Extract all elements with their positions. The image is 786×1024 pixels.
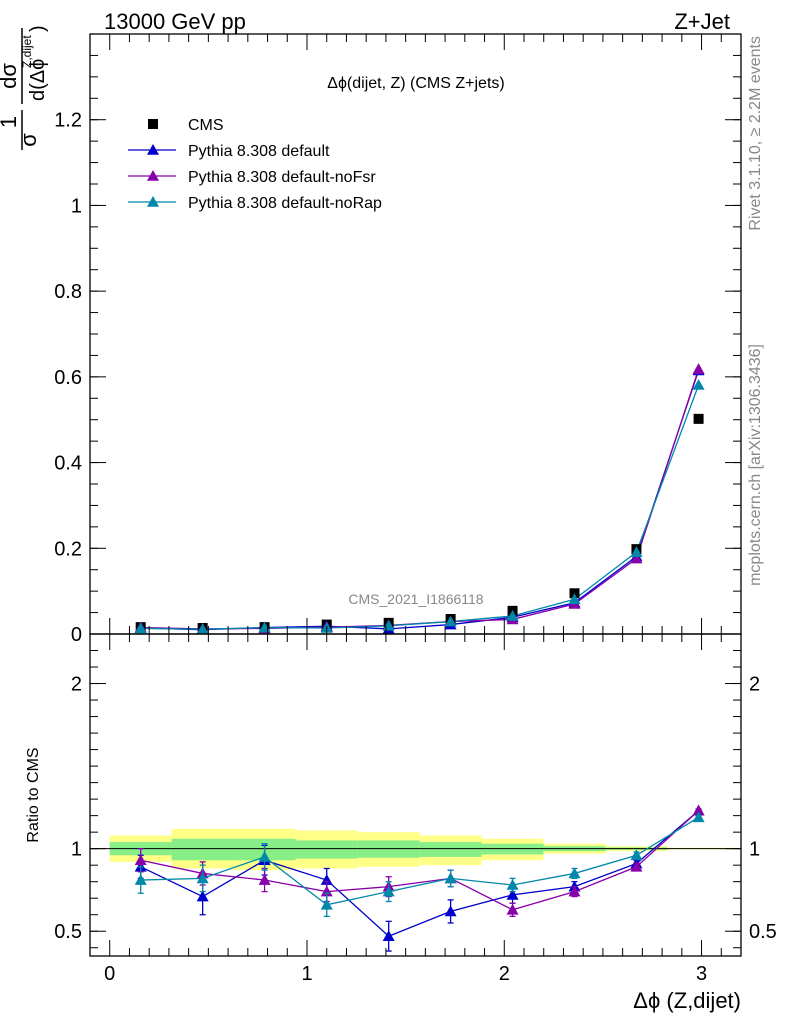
ratio-data-point xyxy=(630,849,643,861)
cms-data-point xyxy=(693,413,704,424)
ylabel-frac-num: 1 xyxy=(0,116,21,128)
x-axis-label: Δϕ (Z,dijet) xyxy=(633,988,741,1013)
main-ytick-label: 0.8 xyxy=(54,281,82,303)
ratio-data-point xyxy=(506,903,519,915)
ratio-ytick-label-left: 1 xyxy=(71,839,82,861)
ratio-band-green xyxy=(295,840,358,859)
ratio-data-point xyxy=(134,854,147,866)
main-panel: 0 0.2 0.4 0.6 0.8 1 1.2 Δϕ(dijet, Z) (CMS Z+je… xyxy=(0,25,742,646)
mc-data-point xyxy=(568,593,581,605)
ratio-xtick-label: 3 xyxy=(696,963,707,985)
ratio-data-point xyxy=(134,874,147,885)
main-ytick-label: 0 xyxy=(71,624,82,646)
mc-data-point xyxy=(196,623,209,635)
mc-data-point xyxy=(630,552,643,564)
ratio-ylabel: Ratio to CMS xyxy=(25,747,42,842)
ratio-xtick-label: 0 xyxy=(104,963,115,985)
ratio-band-green xyxy=(419,842,482,857)
mcplots-label: mcplots.cern.ch [arXiv:1306.3436] xyxy=(747,344,764,586)
ratio-data-point xyxy=(196,872,209,884)
ratio-band-green xyxy=(171,838,234,861)
mc-data-point xyxy=(630,546,643,557)
ylabel-deriv-den: d(Δϕ xyxy=(27,59,49,101)
watermark: CMS_2021_I1866118 xyxy=(348,591,483,607)
main-series-line xyxy=(140,384,700,630)
main-title: Δϕ(dijet, Z) (CMS Z+jets) xyxy=(327,75,504,92)
ratio-panel: 0.5 0.5 1 1 2 2 0 1 2 3 Ratio to CMS Δϕ (Z,dijet) xyxy=(25,633,777,1013)
ratio-ticks: 0.5 0.5 1 1 2 2 0 1 2 3 xyxy=(54,633,777,985)
ratio-ytick-label-left: 0.5 xyxy=(54,921,82,943)
ratio-data-point xyxy=(258,850,271,862)
mc-data-point xyxy=(692,363,705,374)
legend-entry-label: Pythia 8.308 default-noFsr xyxy=(188,169,376,186)
ratio-frame xyxy=(89,633,742,957)
ratio-data-point xyxy=(258,874,271,885)
ratio-xtick-label: 2 xyxy=(499,963,510,985)
ylabel-deriv-num: dσ xyxy=(0,63,21,89)
header-process: Z+Jet xyxy=(674,9,730,34)
legend-marker-triangle xyxy=(147,144,159,155)
legend-marker-triangle xyxy=(147,196,159,207)
ratio-ytick-label-left: 2 xyxy=(71,674,82,696)
ratio-data-point xyxy=(568,885,581,897)
ratio-series-line xyxy=(140,810,700,911)
main-marks xyxy=(134,363,705,635)
ratio-xtick-label: 1 xyxy=(301,963,312,985)
mc-data-point xyxy=(134,622,147,634)
ratio-marks xyxy=(90,804,741,952)
legend-entry-label: Pythia 8.308 default xyxy=(188,143,330,160)
ratio-data-point xyxy=(568,867,581,879)
ratio-data-point xyxy=(692,811,705,823)
ratio-series-line xyxy=(140,816,699,906)
main-ticks: 0 0.2 0.4 0.6 0.8 1 1.2 xyxy=(54,33,742,646)
ratio-ytick-label-right: 0.5 xyxy=(749,921,777,943)
ratio-data-point xyxy=(630,860,643,872)
main-ytick-label: 0.2 xyxy=(54,538,82,560)
ratio-data-point xyxy=(444,905,457,917)
legend-marker-square xyxy=(148,119,158,129)
ratio-ytick-label-right: 1 xyxy=(749,839,760,861)
header-energy: 13000 GeV pp xyxy=(104,9,246,34)
ratio-data-point xyxy=(382,930,395,941)
main-ylabel: 1 σ dσ d(Δϕ Z,dijet ) xyxy=(0,25,49,150)
legend-entry-label: Pythia 8.308 default-noRap xyxy=(188,195,382,212)
legend: CMS Pythia 8.308 default Pythia 8.308 defa… xyxy=(128,117,382,212)
ratio-data-point xyxy=(196,890,209,902)
ratio-series-line xyxy=(140,810,700,937)
mc-data-point xyxy=(506,610,519,621)
rivet-label: Rivet 3.1.10, ≥ 2.2M events xyxy=(747,36,764,231)
main-ytick-label: 0.4 xyxy=(54,453,82,475)
ratio-data-point xyxy=(692,804,705,816)
ratio-data-point xyxy=(444,872,457,884)
legend-entry-label: CMS xyxy=(188,117,224,134)
ratio-data-point xyxy=(320,898,333,910)
legend-marker-triangle xyxy=(147,170,159,181)
ratio-data-point xyxy=(382,885,395,897)
main-ytick-label: 1 xyxy=(71,195,82,217)
ratio-data-point xyxy=(506,878,519,890)
mc-data-point xyxy=(444,615,457,627)
mc-data-point xyxy=(692,379,705,390)
ylabel-deriv-close: ) xyxy=(27,25,49,32)
ylabel-deriv-sup: Z,dijet xyxy=(20,35,34,68)
main-ytick-label: 0.6 xyxy=(54,367,82,389)
ylabel-frac-den: σ xyxy=(16,133,41,147)
ratio-ytick-label-right: 2 xyxy=(749,674,760,696)
ratio-data-point xyxy=(506,888,519,900)
main-ytick-label: 1.2 xyxy=(54,110,82,132)
main-series-line xyxy=(140,368,700,630)
